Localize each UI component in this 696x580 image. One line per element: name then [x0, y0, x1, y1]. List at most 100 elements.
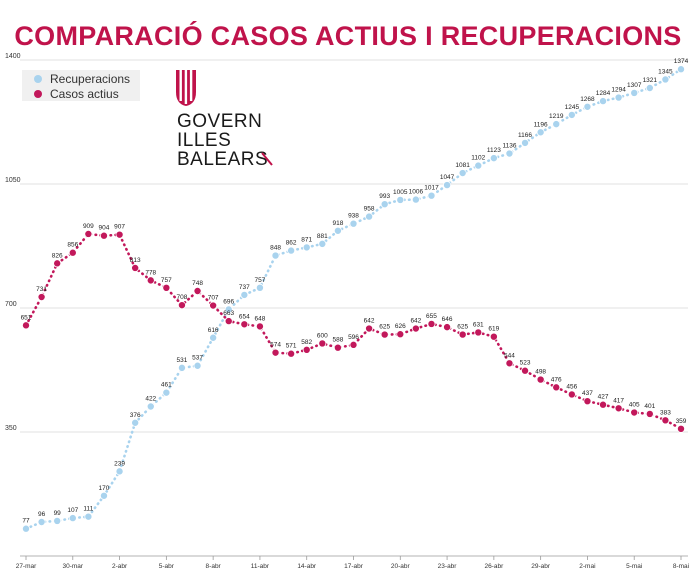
data-point: [349, 340, 358, 349]
data-label: 1166: [518, 132, 532, 139]
legend-label-casos-actius: Casos actius: [50, 87, 119, 101]
x-tick-label: 5-mai: [626, 563, 642, 570]
data-point: [302, 345, 311, 354]
data-label: 1005: [393, 189, 408, 196]
data-point: [271, 348, 280, 357]
data-label: 537: [192, 355, 203, 362]
data-point: [287, 349, 296, 358]
data-point: [536, 375, 545, 384]
data-point: [489, 332, 498, 341]
data-point: [474, 161, 483, 170]
data-point: [614, 404, 623, 413]
data-label: 1345: [658, 68, 673, 75]
data-point: [567, 390, 576, 399]
legend-label-recuperacions: Recuperacions: [50, 72, 130, 86]
data-label: 1081: [455, 162, 470, 169]
data-point: [536, 128, 545, 137]
data-label: 813: [130, 257, 141, 264]
data-point: [318, 339, 327, 348]
data-label: 993: [379, 193, 390, 200]
data-point: [661, 75, 670, 84]
series-recuperacions: 77 96 99 107 111 170 239 376 422 461 531 537 616 696 7…: [21, 58, 689, 533]
data-point: [224, 317, 233, 326]
data-point: [162, 283, 171, 292]
x-tick-label: 23-abr: [438, 563, 458, 570]
data-label: 707: [208, 295, 219, 302]
data-point: [380, 200, 389, 209]
data-label: 456: [566, 383, 577, 390]
coat-of-arms-icon: [176, 70, 196, 106]
data-label: 909: [83, 223, 94, 230]
data-label: 663: [223, 310, 234, 317]
data-point: [458, 169, 467, 178]
legend-marker-casos-actius: [34, 90, 42, 98]
data-label: 626: [395, 323, 406, 330]
data-point: [209, 301, 218, 310]
data-label: 1245: [565, 104, 580, 111]
data-label: 757: [254, 277, 265, 284]
data-point: [583, 397, 592, 406]
data-point: [193, 286, 202, 295]
data-label: 359: [676, 418, 687, 425]
data-label: 383: [660, 409, 671, 416]
data-point: [84, 229, 93, 238]
y-tick-label: 350: [5, 425, 17, 432]
data-label: 708: [177, 294, 188, 301]
data-label: 1136: [502, 143, 516, 150]
data-point: [474, 328, 483, 337]
data-point: [146, 402, 155, 411]
logo-text-line-1: GOVERN: [177, 111, 262, 132]
data-label: 417: [613, 397, 624, 404]
data-label: 96: [38, 511, 46, 518]
data-label: 405: [629, 402, 640, 409]
x-tick-label: 17-abr: [344, 563, 364, 570]
y-tick-label: 700: [5, 301, 17, 308]
data-point: [333, 226, 342, 235]
data-point: [677, 424, 686, 433]
data-label: 1006: [409, 189, 424, 196]
data-point: [287, 246, 296, 255]
data-label: 938: [348, 213, 359, 220]
data-label: 881: [317, 233, 328, 240]
data-label: 619: [488, 326, 499, 333]
data-label: 600: [317, 332, 328, 339]
x-tick-label: 8-mai: [673, 563, 689, 570]
data-point: [443, 323, 452, 332]
data-label: 107: [67, 507, 78, 514]
data-label: 907: [114, 224, 125, 231]
data-point: [53, 516, 62, 525]
data-label: 737: [239, 284, 250, 291]
data-point: [84, 512, 93, 521]
x-tick-label: 8-abr: [206, 563, 222, 570]
grid-lines: [20, 59, 688, 557]
data-label: 958: [364, 206, 375, 213]
data-label: 862: [286, 240, 297, 247]
x-tick-label: 20-abr: [391, 563, 411, 570]
data-label: 757: [161, 277, 172, 284]
data-label: 461: [161, 382, 172, 389]
data-label: 77: [22, 518, 30, 525]
data-label: 1374: [674, 58, 689, 65]
series-line: [24, 232, 683, 431]
x-tick-label: 30-mar: [62, 563, 83, 570]
data-label: 574: [270, 342, 281, 349]
data-point: [411, 195, 420, 204]
data-label: 401: [644, 403, 655, 410]
data-label: 826: [52, 252, 63, 259]
data-label: 1294: [611, 87, 626, 94]
data-point: [131, 418, 140, 427]
data-point: [365, 324, 374, 333]
data-label: 871: [301, 236, 312, 243]
data-point: [162, 388, 171, 397]
data-label: 111: [83, 506, 93, 513]
data-label: 848: [270, 245, 281, 252]
data-point: [193, 361, 202, 370]
data-point: [630, 408, 639, 417]
data-point: [380, 330, 389, 339]
data-point: [552, 383, 561, 392]
data-point: [21, 524, 30, 533]
data-point: [443, 181, 452, 190]
data-point: [645, 409, 654, 418]
x-tick-label: 26-abr: [484, 563, 504, 570]
